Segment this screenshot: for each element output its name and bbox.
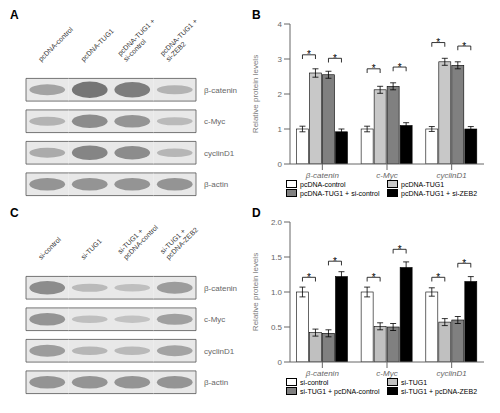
html-text:pcDNA-control: pcDNA-control [300, 180, 346, 188]
svg-text:pcDNA-TUG1: pcDNA-TUG1 [80, 27, 116, 63]
svg-text:*: * [436, 272, 440, 283]
svg-text:c-Myc: c-Myc [204, 117, 225, 126]
svg-text:0.5: 0.5 [271, 323, 283, 332]
svg-text:Relative protein levels: Relative protein levels [251, 253, 260, 331]
svg-text:β-catenin: β-catenin [204, 86, 237, 95]
svg-text:pcDNA-TUG1 +si-control: pcDNA-TUG1 +si-control [116, 17, 161, 62]
html-text:D: D [252, 206, 261, 220]
svg-text:c-Myc: c-Myc [204, 315, 225, 324]
svg-text:si-TUG1: si-TUG1 [80, 237, 103, 260]
svg-text:β-catenin: β-catenin [305, 369, 340, 378]
svg-text:cyclinD1: cyclinD1 [204, 347, 235, 356]
svg-text:*: * [398, 244, 402, 255]
svg-text:pcDNA-control: pcDNA-control [37, 25, 75, 63]
svg-text:si-TUG1 +pcDNA-ZEB2: si-TUG1 +pcDNA-ZEB2 [159, 220, 200, 261]
html-text:A: A [10, 8, 19, 22]
svg-text:*: * [307, 49, 311, 60]
svg-text:*: * [398, 62, 402, 73]
svg-text:cyclinD1: cyclinD1 [437, 171, 467, 180]
html-text:pcDNA-TUG1: pcDNA-TUG1 [401, 180, 445, 188]
svg-text:si-control: si-control [37, 235, 62, 260]
html-text:pcDNA-TUG1 + si-control: pcDNA-TUG1 + si-control [300, 189, 380, 197]
svg-text:c-Myc: c-Myc [376, 369, 397, 378]
svg-text:4: 4 [278, 20, 283, 29]
svg-text:*: * [462, 41, 466, 52]
svg-text:1.5: 1.5 [271, 253, 283, 262]
html-text:si-TUG1 + pcDNA-control: si-TUG1 + pcDNA-control [300, 387, 380, 395]
svg-text:1: 1 [278, 125, 283, 134]
svg-text:*: * [372, 63, 376, 74]
svg-text:*: * [333, 256, 337, 267]
svg-text:β-catenin: β-catenin [305, 171, 340, 180]
svg-text:0: 0 [278, 160, 283, 169]
html-text:si-TUG1: si-TUG1 [401, 378, 428, 386]
svg-text:1.0: 1.0 [271, 288, 283, 297]
html-text:pcDNA-TUG1 + si-ZEB2: pcDNA-TUG1 + si-ZEB2 [401, 189, 477, 197]
html-text:si-control: si-control [300, 378, 329, 386]
svg-text:2.0: 2.0 [271, 218, 283, 227]
html-text:C: C [10, 206, 19, 220]
html-text:B: B [252, 8, 261, 22]
svg-text:β-actin: β-actin [204, 378, 228, 387]
svg-text:*: * [333, 53, 337, 64]
svg-text:*: * [462, 258, 466, 269]
html-text:si-TUG1 + pcDNA-ZEB2: si-TUG1 + pcDNA-ZEB2 [401, 387, 477, 395]
svg-text:*: * [436, 37, 440, 48]
svg-text:*: * [307, 272, 311, 283]
svg-text:cyclinD1: cyclinD1 [204, 149, 235, 158]
svg-text:si-TUG1 +pcDNA-control: si-TUG1 +pcDNA-control [116, 218, 160, 262]
svg-text:Relative protein levels: Relative protein levels [251, 55, 260, 133]
svg-text:cyclinD1: cyclinD1 [437, 369, 467, 378]
svg-text:pcDNA-TUG1 +si-ZEB2: pcDNA-TUG1 +si-ZEB2 [159, 17, 204, 62]
svg-text:*: * [372, 272, 376, 283]
svg-text:c-Myc: c-Myc [376, 171, 397, 180]
svg-text:2: 2 [278, 90, 283, 99]
svg-text:β-actin: β-actin [204, 180, 228, 189]
svg-text:3: 3 [278, 55, 283, 64]
svg-text:0: 0 [278, 358, 283, 367]
svg-text:β-catenin: β-catenin [204, 284, 237, 293]
